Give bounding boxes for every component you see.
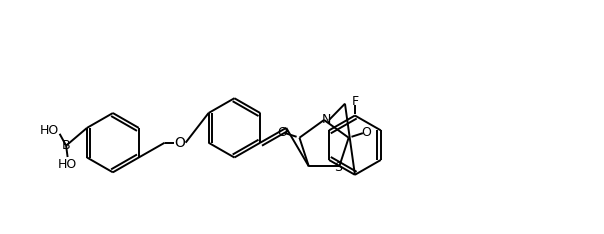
Text: HO: HO	[40, 124, 59, 137]
Text: B: B	[62, 139, 71, 152]
Text: HO: HO	[58, 158, 77, 172]
Text: O: O	[174, 136, 185, 150]
Text: F: F	[352, 95, 359, 108]
Text: S: S	[334, 161, 342, 174]
Text: N: N	[321, 113, 331, 126]
Text: O: O	[277, 126, 288, 139]
Text: O: O	[361, 126, 371, 139]
